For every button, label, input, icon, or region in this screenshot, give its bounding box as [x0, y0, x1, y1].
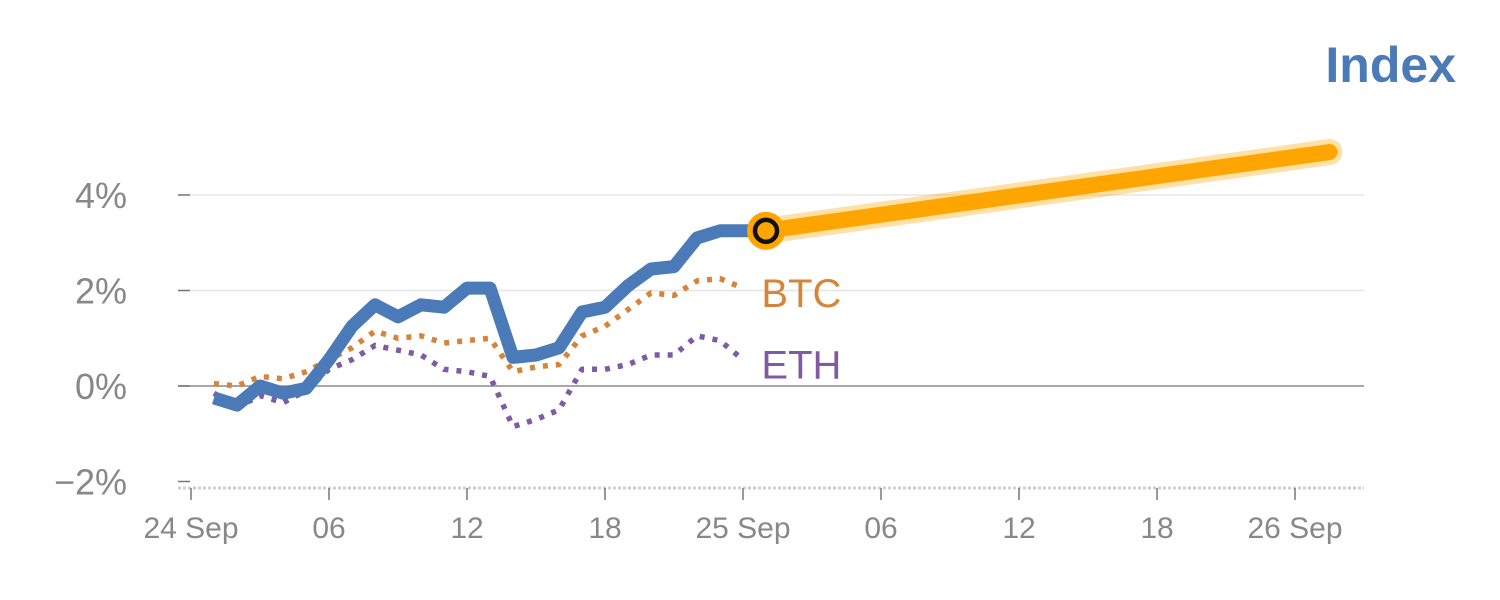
x-tick-label: 24 Sep: [143, 512, 238, 545]
y-tick-label: −2%: [54, 462, 127, 503]
series-line-index: [212, 224, 766, 412]
series-lines: [212, 139, 1343, 430]
series-label-btc: BTC: [761, 272, 841, 316]
series-labels: BTC ETH: [761, 272, 841, 388]
series-label-eth: ETH: [761, 344, 841, 388]
x-tick-label: 26 Sep: [1247, 512, 1342, 545]
y-tick-label: 2%: [75, 271, 127, 312]
x-tick-label: 06: [864, 512, 897, 545]
x-axis: 24 Sep 06 12 18 25 Sep 06 12 18 26 Sep: [143, 486, 1364, 545]
x-tick-label: 18: [1140, 512, 1173, 545]
series-line-eth: [212, 333, 745, 430]
projection-line: [758, 144, 1338, 239]
chart-title: Index: [1325, 37, 1456, 93]
x-tick-label: 12: [450, 512, 483, 545]
x-tick-label: 06: [312, 512, 345, 545]
series-line-btc: [213, 275, 745, 389]
grid-lines: [178, 194, 1364, 387]
current-marker: [752, 217, 780, 245]
x-tick-label: 12: [1002, 512, 1035, 545]
y-axis: 4% 2% 0% −2%: [54, 175, 190, 503]
x-tick-label: 18: [588, 512, 621, 545]
y-tick-label: 0%: [75, 366, 127, 407]
x-tick-label: 25 Sep: [695, 512, 790, 545]
y-tick-label: 4%: [75, 175, 127, 216]
